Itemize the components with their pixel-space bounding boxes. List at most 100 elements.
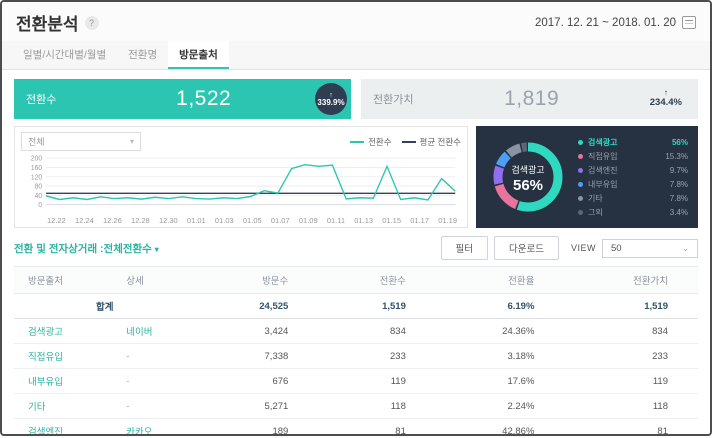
page-title: 전환분석 bbox=[16, 15, 79, 34]
cell-detail: - bbox=[118, 368, 196, 394]
cell-source: 검색엔진 bbox=[14, 418, 119, 434]
table-row[interactable]: 직접유입 -7,338 233 3.18% 233 bbox=[14, 343, 698, 369]
column-header-4: 전환율 bbox=[435, 266, 565, 294]
legend-label: 전환수 bbox=[368, 136, 392, 147]
cell-value: 233 bbox=[564, 343, 698, 369]
legend-swatch bbox=[350, 140, 365, 143]
cell-detail: - bbox=[118, 343, 196, 369]
donut-legend-label: 그외 bbox=[588, 207, 603, 217]
total-label: 합계 bbox=[14, 293, 196, 319]
kpi-conversions-value: 1,522 bbox=[176, 87, 232, 110]
cell-visits: 189 bbox=[195, 418, 319, 434]
view-count-value: 50 bbox=[611, 242, 622, 254]
view-label: VIEW bbox=[570, 243, 596, 253]
table-row[interactable]: 기타 -5,271 118 2.24% 118 bbox=[14, 393, 698, 419]
svg-text:56%: 56% bbox=[513, 177, 543, 194]
donut-legend-item-1: 직접유입 15.3% bbox=[578, 151, 688, 162]
calendar-icon[interactable] bbox=[682, 16, 696, 29]
up-arrow-icon: ↑ bbox=[329, 91, 333, 99]
x-tick-label: 01.05 bbox=[242, 216, 262, 225]
total-cell: 1,519 bbox=[564, 293, 698, 319]
legend-item-0: 전환수 bbox=[350, 136, 392, 148]
chart-filter-value: 전체 bbox=[28, 137, 45, 147]
cell-conversions: 118 bbox=[318, 393, 436, 419]
up-arrow-icon: ↑ bbox=[663, 88, 668, 98]
cell-conversions: 119 bbox=[318, 368, 436, 394]
svg-text:200: 200 bbox=[31, 156, 42, 163]
chevron-down-icon: ▾ bbox=[129, 137, 134, 146]
legend-label: 평균 전환수 bbox=[419, 136, 461, 147]
total-cell: 6.19% bbox=[435, 293, 565, 319]
line-chart-panel: 전체 ▾ 전환수 평균 전환수 0 40 80 120 160 200 12.22 12.24… bbox=[14, 126, 468, 228]
donut-legend: 검색광고 56% 직접유입 15.3% 검색엔진 9.7% 내부유입 7.8% 기타 7.8% 그외… bbox=[578, 137, 688, 218]
table-row[interactable]: 검색엔진 카카오 189 81 42.86% 81 bbox=[14, 418, 698, 434]
kpi-conversions-label: 전환수 bbox=[26, 94, 57, 106]
x-tick-label: 01.19 bbox=[438, 216, 457, 225]
x-tick-label: 01.13 bbox=[354, 216, 374, 225]
kpi-conversion-value-delta: 234.4% bbox=[649, 97, 682, 109]
cell-rate: 42.86% bbox=[435, 418, 565, 434]
table-total-row: 합계 24,525 1,519 6.19% 1,519 bbox=[14, 293, 698, 319]
chevron-down-icon: ⌄ bbox=[682, 243, 689, 253]
download-button[interactable]: 다운로드 bbox=[494, 236, 559, 260]
cell-visits: 3,424 bbox=[195, 318, 319, 344]
kpi-conversion-value-delta-badge: ↑ 234.4% bbox=[649, 88, 682, 109]
legend-dot-icon bbox=[578, 195, 583, 201]
legend-dot-icon bbox=[578, 167, 583, 173]
tab-bar: 일별/시간대별/월별 전환명 방문출처 bbox=[2, 41, 710, 70]
date-range-group[interactable]: 2017. 12. 21 ~ 2018. 01. 20 bbox=[535, 16, 696, 29]
total-cell: 1,519 bbox=[318, 293, 436, 319]
cell-value: 81 bbox=[564, 418, 698, 434]
donut-legend-item-3: 내부유입 7.8% bbox=[578, 179, 688, 190]
donut-legend-item-2: 검색엔진 9.7% bbox=[578, 165, 688, 176]
cell-rate: 17.6% bbox=[435, 368, 565, 394]
x-tick-label: 01.01 bbox=[186, 216, 206, 225]
x-tick-label: 01.03 bbox=[214, 216, 234, 225]
x-tick-label: 12.26 bbox=[102, 216, 122, 225]
table-row[interactable]: 검색광고 네이버 3,424 834 24.36% 834 bbox=[14, 318, 698, 344]
x-axis-labels: 12.22 12.24 12.26 12.28 12.30 01.01 01.03 01.05… bbox=[47, 216, 457, 225]
column-header-3: 전환수 bbox=[318, 266, 436, 294]
donut-legend-item-4: 기타 7.8% bbox=[578, 193, 688, 204]
cell-detail: - bbox=[118, 393, 196, 419]
cell-source: 직접유입 bbox=[14, 343, 119, 369]
kpi-conversion-value: 전환가치 1,819 ↑ 234.4% bbox=[361, 79, 698, 119]
x-tick-label: 12.22 bbox=[47, 216, 66, 225]
legend-dot-icon bbox=[578, 209, 583, 215]
x-tick-label: 01.11 bbox=[326, 216, 346, 225]
cell-conversions: 81 bbox=[318, 418, 436, 434]
column-header-1: 상세 bbox=[118, 266, 196, 294]
donut-legend-label: 기타 bbox=[588, 193, 603, 203]
svg-text:검색광고: 검색광고 bbox=[511, 164, 544, 175]
cell-value: 118 bbox=[564, 393, 698, 419]
donut-legend-label: 검색광고 bbox=[588, 137, 618, 147]
tab-conversion-name[interactable]: 전환명 bbox=[128, 49, 158, 61]
cell-value: 119 bbox=[564, 368, 698, 394]
cell-rate: 3.18% bbox=[435, 343, 565, 369]
table-row[interactable]: 내부유입 -676 119 17.6% 119 bbox=[14, 368, 698, 394]
x-tick-label: 12.30 bbox=[158, 216, 178, 225]
cell-detail: 카카오 bbox=[118, 418, 196, 434]
cell-rate: 2.24% bbox=[435, 393, 565, 419]
chart-filter-select[interactable]: 전체 ▾ bbox=[21, 132, 141, 151]
donut-legend-item-0: 검색광고 56% bbox=[578, 137, 688, 148]
chart-toolbar: 전체 ▾ 전환수 평균 전환수 bbox=[21, 132, 461, 151]
legend-swatch bbox=[401, 140, 416, 143]
tab-visit-source[interactable]: 방문출처 bbox=[168, 41, 229, 69]
table-section-title[interactable]: 전환 및 전자상거래 :전체전환수 ▾ bbox=[14, 241, 159, 256]
filter-button[interactable]: 필터 bbox=[440, 236, 489, 260]
kpi-conversions-delta-badge: ↑ 339.9% bbox=[315, 83, 347, 115]
date-range[interactable]: 2017. 12. 21 ~ 2018. 01. 20 bbox=[535, 16, 676, 29]
view-count-select[interactable]: 50 ⌄ bbox=[602, 238, 698, 258]
cell-source: 기타 bbox=[14, 393, 119, 419]
kpi-conversion-value-value: 1,819 bbox=[504, 87, 560, 110]
help-icon[interactable]: ? bbox=[84, 15, 99, 30]
legend-dot-icon bbox=[578, 139, 583, 145]
x-tick-label: 01.09 bbox=[298, 216, 318, 225]
table-body: 합계 24,525 1,519 6.19% 1,519 검색광고 네이버 3,424 834 24… bbox=[14, 293, 698, 434]
charts-row: 전체 ▾ 전환수 평균 전환수 0 40 80 120 160 200 12.22 12.24… bbox=[2, 126, 710, 228]
x-tick-label: 12.28 bbox=[130, 216, 150, 225]
line-chart: 0 40 80 120 160 200 bbox=[31, 156, 456, 209]
tab-daily[interactable]: 일별/시간대별/월별 bbox=[23, 49, 107, 61]
